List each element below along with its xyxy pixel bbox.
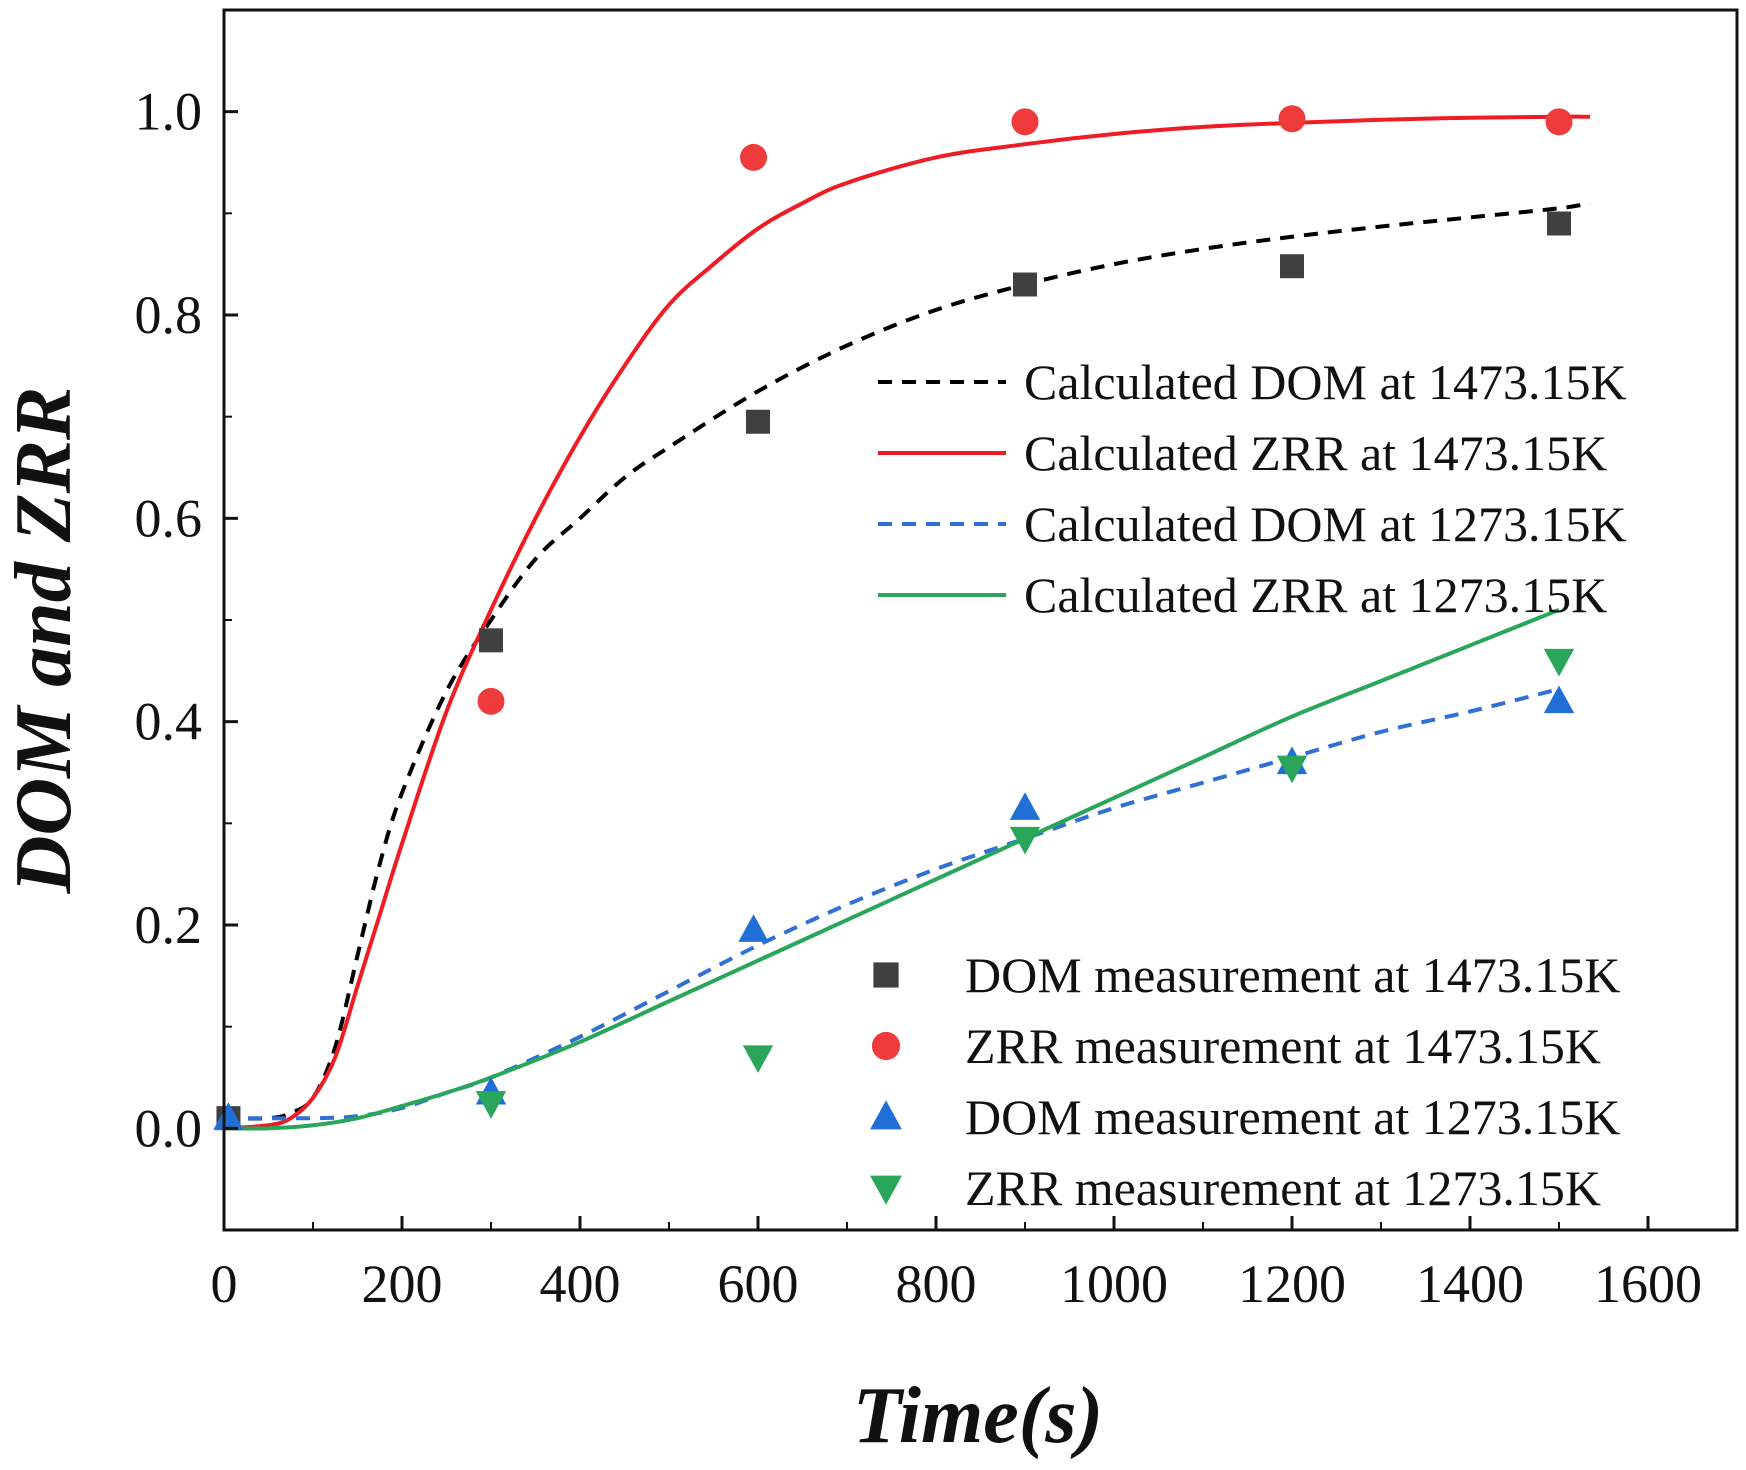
- series-line-calculated-zrr-at-1473-15k: [223, 114, 1591, 1131]
- x-axis-title: Time(s): [853, 1372, 1103, 1460]
- y-tick-label: 0.4: [135, 692, 203, 752]
- data-point-dom-measurement-at-1473-15k: [1547, 211, 1571, 236]
- axis-layer: 0 200 400 600 800 1000 1200 1400 1600 0.0 0.2 0.4 0.…: [135, 8, 1739, 1314]
- legend-label: Calculated ZRR at 1273.15K: [1024, 567, 1607, 623]
- y-tick-label: 0.6: [135, 488, 203, 548]
- data-point-zrr-measurement-at-1473-15k: [1011, 108, 1039, 136]
- data-point-dom-measurement-at-1273-15k: [1543, 685, 1575, 714]
- legend-label: DOM measurement at 1473.15K: [965, 947, 1620, 1003]
- data-point-zrr-measurement-at-1473-15k: [1545, 108, 1573, 136]
- x-tick-label: 800: [896, 1254, 977, 1314]
- x-tick-label: 1600: [1594, 1254, 1702, 1314]
- x-tick-label: 400: [540, 1254, 621, 1314]
- x-tick-label: 0: [211, 1254, 238, 1314]
- marker-layer: [213, 105, 1575, 1131]
- data-point-zrr-measurement-at-1273-15k: [475, 1091, 507, 1119]
- y-tick-label: 0.8: [135, 285, 203, 345]
- legend-marker-symbol: [870, 1175, 902, 1205]
- x-tick-label: 1400: [1416, 1254, 1524, 1314]
- legend-marker-symbol: [870, 1100, 902, 1130]
- x-tick-label: 200: [362, 1254, 443, 1314]
- legend-marker-symbol: [873, 962, 899, 988]
- data-point-dom-measurement-at-1273-15k: [738, 914, 769, 942]
- legend-label: ZRR measurement at 1273.15K: [965, 1160, 1601, 1216]
- data-point-zrr-measurement-at-1473-15k: [477, 687, 505, 715]
- data-point-dom-measurement-at-1473-15k: [1280, 254, 1304, 279]
- data-point-zrr-measurement-at-1473-15k: [740, 143, 768, 171]
- y-tick-label: 0.2: [135, 895, 203, 955]
- legend-label: Calculated DOM at 1473.15K: [1024, 354, 1627, 410]
- x-tick-label: 1200: [1238, 1254, 1346, 1314]
- y-axis-title: DOM and ZRR: [0, 387, 88, 895]
- y-tick-label: 1.0: [135, 82, 203, 142]
- data-point-zrr-measurement-at-1473-15k: [1278, 105, 1306, 133]
- data-point-zrr-measurement-at-1273-15k: [1009, 826, 1041, 855]
- legend-layer: Calculated DOM at 1473.15K Calculated ZRR…: [870, 354, 1627, 1216]
- legend-label: Calculated DOM at 1273.15K: [1024, 496, 1627, 552]
- legend-label: Calculated ZRR at 1473.15K: [1024, 425, 1607, 481]
- legend-label: DOM measurement at 1273.15K: [965, 1089, 1620, 1145]
- data-point-zrr-measurement-at-1273-15k: [1276, 755, 1308, 784]
- x-tick-label: 600: [718, 1254, 799, 1314]
- legend-marker-symbol: [871, 1031, 901, 1061]
- data-point-dom-measurement-at-1273-15k: [213, 1102, 244, 1130]
- series-layer: [223, 114, 1591, 1131]
- data-point-dom-measurement-at-1473-15k: [746, 409, 770, 434]
- data-point-zrr-measurement-at-1273-15k: [742, 1045, 774, 1074]
- y-tick-label: 0.0: [135, 1098, 203, 1158]
- series-line-calculated-dom-at-1473-15k: [223, 201, 1591, 1121]
- x-tick-label: 1000: [1060, 1254, 1168, 1314]
- series-line-calculated-zrr-at-1273-15k: [223, 607, 1560, 1131]
- legend-label: ZRR measurement at 1473.15K: [965, 1018, 1601, 1074]
- data-point-dom-measurement-at-1473-15k: [479, 628, 503, 653]
- data-point-dom-measurement-at-1473-15k: [1013, 272, 1037, 297]
- data-point-zrr-measurement-at-1273-15k: [1543, 648, 1575, 677]
- data-point-dom-measurement-at-1273-15k: [1009, 792, 1041, 820]
